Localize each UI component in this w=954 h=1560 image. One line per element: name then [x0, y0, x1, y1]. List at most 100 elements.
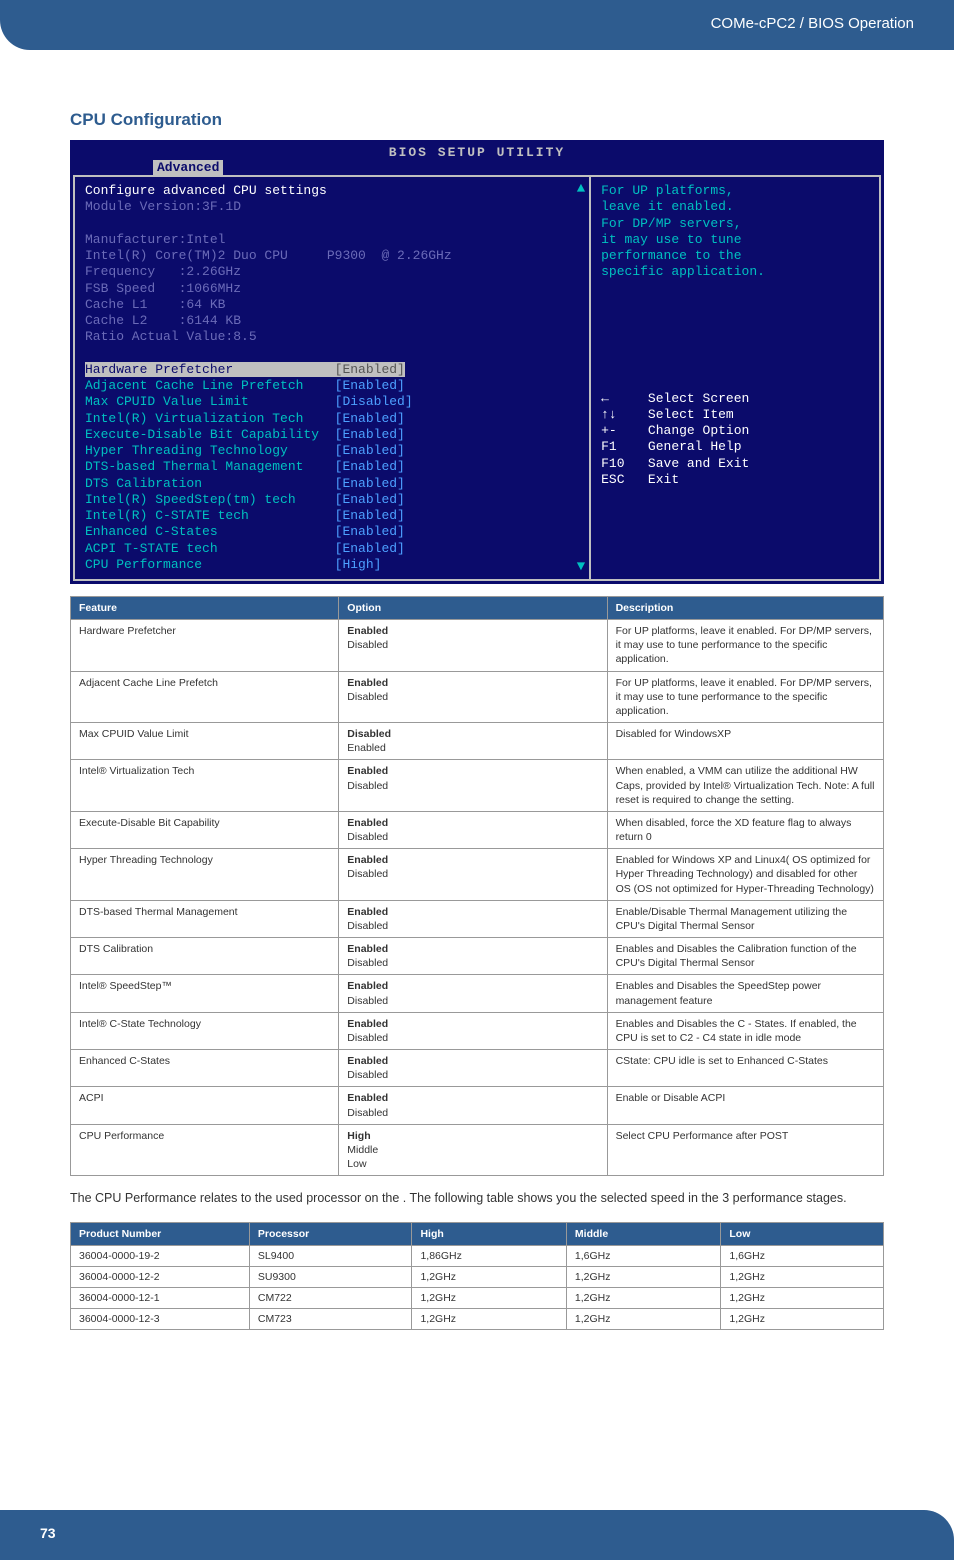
scroll-down-icon: ▼ [577, 559, 585, 575]
cell-description: Disabled for WindowsXP [607, 723, 883, 760]
page-header: COMe-cPC2 / BIOS Operation [0, 0, 954, 50]
bios-line: Enhanced C-States [Enabled] [85, 524, 579, 540]
bios-line: DTS-based Thermal Management [Enabled] [85, 459, 579, 475]
cell: 36004-0000-19-2 [71, 1245, 250, 1266]
table-row: Intel® Virtualization TechEnabledDisable… [71, 760, 884, 812]
col-product-number: Product Number [71, 1222, 250, 1245]
bios-line: Intel(R) Virtualization Tech [Enabled] [85, 411, 579, 427]
bios-nav-line: ↑↓ Select Item [601, 407, 869, 423]
page-number: 73 [40, 1525, 56, 1541]
cell-description: Enables and Disables the Calibration fun… [607, 938, 883, 975]
table-header-row: Feature Option Description [71, 597, 884, 620]
bios-help-line: For UP platforms, [601, 183, 869, 199]
cell: 36004-0000-12-2 [71, 1266, 250, 1287]
bios-line: FSB Speed :1066MHz [85, 281, 579, 297]
page-content: CPU Configuration BIOS SETUP UTILITY Adv… [0, 50, 954, 1370]
bios-line: Hardware Prefetcher [Enabled] [85, 362, 579, 378]
col-option: Option [339, 597, 607, 620]
table-row: Enhanced C-StatesEnabledDisabledCState: … [71, 1050, 884, 1087]
cell-option: EnabledDisabled [339, 938, 607, 975]
bios-line [85, 216, 579, 232]
table-row: Hyper Threading TechnologyEnabledDisable… [71, 849, 884, 901]
bios-help-line: it may use to tune [601, 232, 869, 248]
table-row: Adjacent Cache Line PrefetchEnabledDisab… [71, 671, 884, 723]
cell-description: Select CPU Performance after POST [607, 1124, 883, 1176]
table-row: DTS CalibrationEnabledDisabledEnables an… [71, 938, 884, 975]
bios-line: Cache L2 :6144 KB [85, 313, 579, 329]
cell-option: EnabledDisabled [339, 975, 607, 1012]
bios-help-line: For DP/MP servers, [601, 216, 869, 232]
feature-table: Feature Option Description Hardware Pref… [70, 596, 884, 1176]
cell-option: EnabledDisabled [339, 1012, 607, 1049]
bios-line: Ratio Actual Value:8.5 [85, 329, 579, 345]
cell: 36004-0000-12-3 [71, 1308, 250, 1329]
table-header-row: Product Number Processor High Middle Low [71, 1222, 884, 1245]
table-row: 36004-0000-19-2SL94001,86GHz1,6GHz1,6GHz [71, 1245, 884, 1266]
cell-description: When enabled, a VMM can utilize the addi… [607, 760, 883, 812]
cell: 1,2GHz [566, 1308, 720, 1329]
cell: 1,2GHz [721, 1266, 884, 1287]
bios-nav-line: ← Select Screen [601, 391, 869, 407]
bios-line: Intel(R) SpeedStep(tm) tech [Enabled] [85, 492, 579, 508]
table-row: 36004-0000-12-2SU93001,2GHz1,2GHz1,2GHz [71, 1266, 884, 1287]
cell-option: EnabledDisabled [339, 900, 607, 937]
cell: 1,2GHz [721, 1308, 884, 1329]
bios-line: Hyper Threading Technology [Enabled] [85, 443, 579, 459]
cell-feature: Intel® SpeedStep™ [71, 975, 339, 1012]
bios-title: BIOS SETUP UTILITY [73, 143, 881, 160]
cell-description: For UP platforms, leave it enabled. For … [607, 620, 883, 672]
cell-option: EnabledDisabled [339, 849, 607, 901]
cell: 1,86GHz [412, 1245, 566, 1266]
cell-feature: DTS Calibration [71, 938, 339, 975]
bios-line: DTS Calibration [Enabled] [85, 476, 579, 492]
bios-line: CPU Performance [High] [85, 557, 579, 573]
bios-nav-line: ESC Exit [601, 472, 869, 488]
cell-option: HighMiddleLow [339, 1124, 607, 1176]
bios-line: Manufacturer:Intel [85, 232, 579, 248]
page-footer: 73 [0, 1510, 954, 1560]
bios-tabs: Advanced [73, 160, 881, 175]
cell-description: For UP platforms, leave it enabled. For … [607, 671, 883, 723]
body-paragraph: The CPU Performance relates to the used … [70, 1188, 884, 1209]
cell: SL9400 [249, 1245, 412, 1266]
bios-line [85, 346, 579, 362]
col-feature: Feature [71, 597, 339, 620]
bios-line: ACPI T-STATE tech [Enabled] [85, 541, 579, 557]
cell-feature: ACPI [71, 1087, 339, 1124]
cell: 1,6GHz [566, 1245, 720, 1266]
cell-feature: DTS-based Thermal Management [71, 900, 339, 937]
bios-line: Adjacent Cache Line Prefetch [Enabled] [85, 378, 579, 394]
bios-line: Frequency :2.26GHz [85, 264, 579, 280]
bios-screenshot: BIOS SETUP UTILITY Advanced ▲ Configure … [70, 140, 884, 584]
cell-feature: Max CPUID Value Limit [71, 723, 339, 760]
cell-description: Enabled for Windows XP and Linux4( OS op… [607, 849, 883, 901]
cell-description: Enables and Disables the C - States. If … [607, 1012, 883, 1049]
cell-feature: Adjacent Cache Line Prefetch [71, 671, 339, 723]
bios-right-panel: For UP platforms,leave it enabled.For DP… [590, 175, 881, 581]
cell-feature: Hardware Prefetcher [71, 620, 339, 672]
cell-feature: CPU Performance [71, 1124, 339, 1176]
bios-left-panel: ▲ Configure advanced CPU settingsModule … [73, 175, 590, 581]
bios-help-line: performance to the [601, 248, 869, 264]
bios-line: Configure advanced CPU settings [85, 183, 579, 199]
cell: CM723 [249, 1308, 412, 1329]
table-row: ACPIEnabledDisabledEnable or Disable ACP… [71, 1087, 884, 1124]
bios-line: Execute-Disable Bit Capability [Enabled] [85, 427, 579, 443]
bios-line: Cache L1 :64 KB [85, 297, 579, 313]
table-row: Max CPUID Value LimitDisabledEnabledDisa… [71, 723, 884, 760]
bios-nav-line: +- Change Option [601, 423, 869, 439]
cell: 1,2GHz [412, 1287, 566, 1308]
cell-feature: Hyper Threading Technology [71, 849, 339, 901]
table-row: 36004-0000-12-3CM7231,2GHz1,2GHz1,2GHz [71, 1308, 884, 1329]
cell-option: EnabledDisabled [339, 760, 607, 812]
cell: 1,2GHz [412, 1266, 566, 1287]
col-middle: Middle [566, 1222, 720, 1245]
table-row: Intel® SpeedStep™EnabledDisabledEnables … [71, 975, 884, 1012]
cell-feature: Intel® C-State Technology [71, 1012, 339, 1049]
col-low: Low [721, 1222, 884, 1245]
bios-nav-line: F1 General Help [601, 439, 869, 455]
cell: 1,2GHz [412, 1308, 566, 1329]
section-title: CPU Configuration [70, 110, 884, 130]
bios-nav-line: F10 Save and Exit [601, 456, 869, 472]
cell: 1,6GHz [721, 1245, 884, 1266]
